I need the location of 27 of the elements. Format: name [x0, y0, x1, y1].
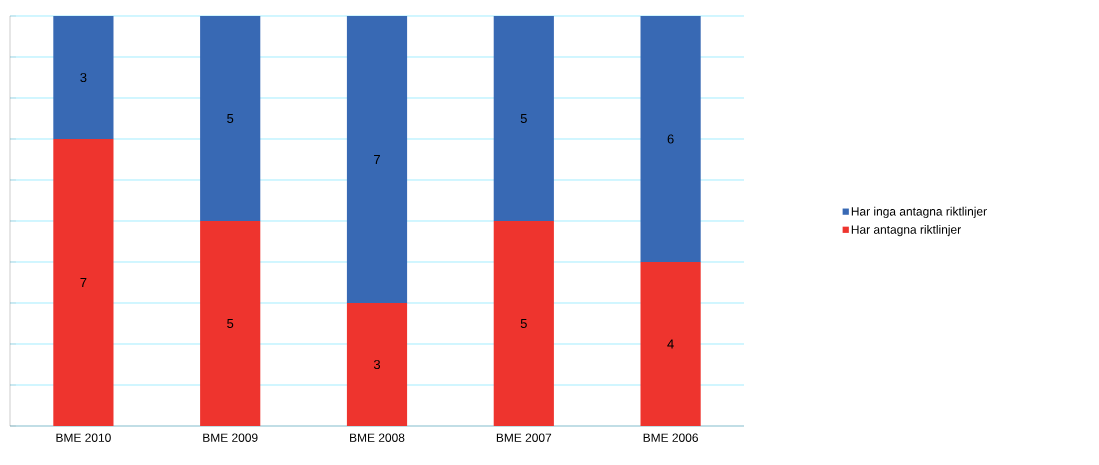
- x-tick-label: BME 2009: [203, 433, 258, 442]
- bar: [640, 15, 701, 262]
- bar: [200, 15, 261, 221]
- bar: [346, 15, 408, 303]
- data-label: 5: [520, 113, 527, 124]
- bar: [53, 139, 114, 426]
- data-label: 5: [227, 113, 234, 124]
- data-label: 4: [667, 339, 674, 349]
- data-label: 3: [373, 359, 381, 370]
- data-label: 5: [227, 318, 234, 329]
- legend-label: Har antagna riktlinjer: [851, 224, 961, 237]
- bar: [200, 221, 261, 426]
- data-label: 3: [80, 72, 87, 83]
- bar: [493, 221, 554, 426]
- bar: [346, 303, 408, 426]
- x-tick-label: BME 2010: [56, 433, 111, 442]
- data-label: 5: [520, 318, 527, 329]
- bar: [640, 262, 701, 426]
- data-label: 6: [667, 134, 674, 144]
- data-label: 7: [374, 155, 380, 164]
- x-tick-label: BME 2007: [496, 433, 552, 442]
- bar: [493, 15, 554, 221]
- bar: [53, 15, 114, 139]
- x-tick-label: BME 2008: [350, 433, 405, 442]
- x-tick-label: BME 2006: [643, 433, 698, 442]
- legend-label: Har inga antagna riktlinjer: [851, 206, 987, 218]
- data-label: 7: [80, 278, 87, 287]
